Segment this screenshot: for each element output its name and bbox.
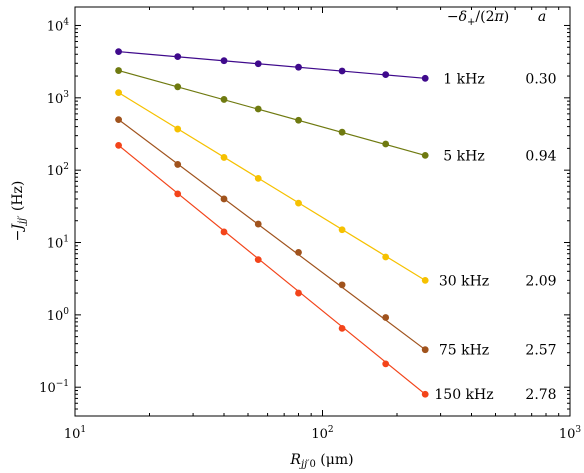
y-tick-label: 100 — [47, 307, 70, 324]
data-point — [115, 67, 122, 74]
y-tick-label: 103 — [47, 90, 70, 107]
x-tick-label: 101 — [64, 425, 86, 442]
data-point — [421, 276, 429, 284]
legend-exponent: 2.09 — [525, 273, 556, 289]
legend-detuning: 5 kHz — [443, 148, 484, 164]
data-point — [174, 125, 182, 133]
y-axis-label: −Jjj′ (Hz) — [10, 181, 28, 242]
legend-detuning: 75 kHz — [439, 343, 489, 359]
legend-header-exponent: a — [538, 9, 546, 25]
data-point — [174, 161, 182, 168]
data-point — [115, 48, 122, 56]
data-point — [115, 116, 122, 123]
data-point — [254, 105, 262, 113]
plot-frame — [74, 6, 571, 417]
y-tick-label: 101 — [47, 235, 69, 252]
fit-line — [118, 144, 426, 395]
data-point — [174, 190, 182, 198]
data-point — [220, 57, 228, 65]
data-point — [382, 360, 390, 368]
data-point — [295, 116, 302, 124]
chart-marks — [115, 48, 429, 398]
data-point — [254, 256, 262, 264]
data-point — [421, 74, 429, 82]
series-4 — [115, 141, 429, 398]
legend-exponent: 0.30 — [525, 71, 556, 87]
x-tick-label: 102 — [311, 425, 333, 442]
legend-exponent: 2.78 — [525, 387, 556, 403]
data-point — [421, 151, 429, 159]
legend-exponent: 2.57 — [525, 343, 556, 359]
data-point — [338, 128, 346, 136]
data-point — [295, 63, 302, 71]
legend-detuning: 30 kHz — [439, 273, 489, 289]
data-point — [338, 324, 346, 332]
data-point — [254, 220, 262, 228]
y-tick-label: 102 — [47, 162, 69, 179]
data-point — [382, 314, 390, 321]
series-0 — [115, 48, 429, 82]
data-point — [295, 199, 302, 207]
data-point — [382, 140, 390, 148]
data-point — [338, 226, 346, 234]
data-point — [421, 390, 429, 398]
y-tick-label: 104 — [47, 17, 70, 34]
y-tick-label: 10−1 — [39, 379, 69, 396]
data-point — [338, 67, 346, 75]
data-point — [382, 71, 390, 79]
data-point — [295, 249, 302, 256]
legend: 1 kHz 0.30 5 kHz 0.94 30 kHz 2.09 75 kHz 2.57 15… — [434, 71, 556, 403]
data-point — [220, 228, 228, 236]
data-point — [220, 195, 228, 203]
fit-line — [118, 51, 426, 79]
fit-line — [118, 92, 426, 281]
data-point — [421, 346, 429, 354]
data-point — [254, 174, 262, 182]
data-point — [220, 154, 228, 161]
data-point — [220, 96, 228, 103]
legend-exponent: 0.94 — [525, 148, 556, 164]
x-axis-label: Rjj′0 (μm) — [289, 452, 353, 470]
data-point — [174, 53, 182, 61]
series-2 — [115, 89, 429, 284]
x-tick-label: 103 — [559, 425, 582, 442]
data-point — [115, 89, 122, 97]
chart-axes: 101 102 103 10−1 100 101 102 103 104 — [39, 7, 581, 442]
data-point — [338, 281, 346, 289]
fit-line — [118, 119, 426, 351]
legend-detuning: 150 kHz — [434, 387, 493, 403]
data-point — [254, 60, 262, 68]
legend-detuning: 1 kHz — [443, 71, 484, 87]
series-1 — [115, 67, 429, 159]
fit-line — [118, 69, 426, 156]
data-point — [295, 289, 302, 297]
data-point — [382, 253, 390, 261]
data-point — [115, 141, 122, 149]
data-point — [174, 83, 182, 91]
legend-header-detuning: −δ+/(2π) — [447, 9, 509, 28]
series-3 — [115, 116, 429, 354]
